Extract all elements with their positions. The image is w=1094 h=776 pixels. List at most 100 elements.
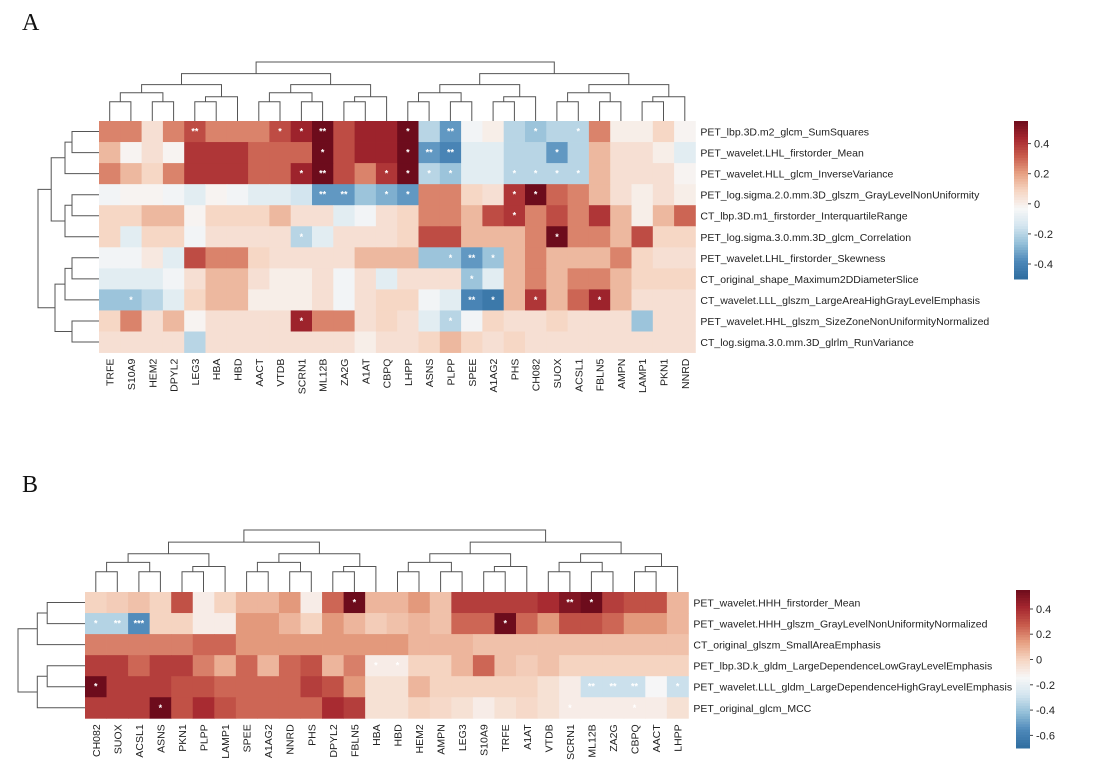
heatmap-cell xyxy=(546,205,568,227)
heatmap-cell xyxy=(418,142,441,164)
heatmap-cell xyxy=(482,184,505,206)
heatmap-cell xyxy=(343,613,366,635)
heatmap-cell xyxy=(300,697,323,719)
heatmap-cell xyxy=(418,184,441,206)
heatmap-cell xyxy=(439,184,462,206)
heatmap-cell xyxy=(525,205,547,227)
colorbar: 0.4 0.2 0 -0.2 -0.4 -0.6 xyxy=(1016,590,1055,749)
heatmap-cell xyxy=(184,331,206,353)
heatmap-cell xyxy=(343,592,366,614)
heatmap-cell xyxy=(674,331,696,353)
heatmap-cell xyxy=(439,163,462,185)
column-label: LEG3 xyxy=(457,724,469,751)
significance-mark: * xyxy=(129,295,133,305)
heatmap-cell xyxy=(386,655,409,677)
heatmap-cell xyxy=(461,205,483,227)
significance-mark: *** xyxy=(134,619,145,629)
heatmap-cell xyxy=(141,310,164,332)
heatmap-cell xyxy=(397,247,419,269)
heatmap-cell xyxy=(418,247,441,269)
heatmap-cell xyxy=(652,289,675,311)
heatmap-cell xyxy=(120,247,142,269)
heatmap-cell xyxy=(631,247,654,269)
heatmap-cell xyxy=(128,655,151,677)
heatmap-cell xyxy=(546,226,568,248)
heatmap-cell xyxy=(106,655,129,677)
row-label: PET_lbp.3D.k_gldm_LargeDependenceLowGray… xyxy=(693,661,992,673)
column-label: S10A9 xyxy=(479,724,491,756)
heatmap-cell xyxy=(278,676,301,698)
heatmap-cell xyxy=(269,163,292,185)
heatmap-cell xyxy=(312,205,334,227)
heatmap-cell xyxy=(375,184,398,206)
heatmap-cell xyxy=(365,613,388,635)
column-label: HEM2 xyxy=(414,724,426,753)
heatmap-cell xyxy=(674,226,696,248)
heatmap-cell xyxy=(106,592,129,614)
heatmap-cell xyxy=(482,268,505,290)
heatmap-cell xyxy=(610,331,632,353)
heatmap-cell xyxy=(278,655,301,677)
heatmap-cell xyxy=(214,676,237,698)
column-label: S10A9 xyxy=(126,358,138,390)
heatmap-cell xyxy=(312,331,334,353)
heatmap-cell xyxy=(375,163,398,185)
heatmap-cell xyxy=(623,676,646,698)
heatmap-cell xyxy=(674,247,696,269)
heatmap-cell xyxy=(461,142,483,164)
heatmap-cell xyxy=(610,226,632,248)
heatmap-cell xyxy=(588,121,611,143)
heatmap-cell xyxy=(602,697,625,719)
heatmap-cell xyxy=(322,592,344,614)
heatmap-cell xyxy=(567,331,590,353)
column-label: AACT xyxy=(254,358,266,387)
heatmap-cell xyxy=(269,121,292,143)
heatmap-cell xyxy=(184,289,206,311)
significance-mark: * xyxy=(406,169,410,179)
heatmap-cell xyxy=(537,634,560,656)
heatmap-cell xyxy=(184,247,206,269)
heatmap-cell xyxy=(162,226,185,248)
heatmap-cell xyxy=(602,655,625,677)
heatmap-cell xyxy=(312,310,334,332)
column-label: ASNS xyxy=(155,724,167,753)
significance-mark: ** xyxy=(468,295,476,305)
heatmap-cell xyxy=(278,697,301,719)
panel-letter-a: A xyxy=(22,10,40,36)
heatmap-cell xyxy=(354,247,377,269)
heatmap-cell xyxy=(354,205,377,227)
heatmap-cell xyxy=(171,592,194,614)
heatmap-cell xyxy=(397,163,419,185)
heatmap-cell xyxy=(171,655,194,677)
heatmap-cell xyxy=(397,205,419,227)
heatmap-cell xyxy=(300,592,323,614)
heatmap-cell xyxy=(494,592,517,614)
heatmap-cell xyxy=(429,676,452,698)
heatmap-cell xyxy=(343,676,366,698)
heatmap-cell xyxy=(472,655,495,677)
significance-mark: ** xyxy=(588,682,596,692)
column-label: ZA2G xyxy=(339,359,351,386)
heatmap-cell xyxy=(290,163,313,185)
heatmap-cell xyxy=(397,331,419,353)
heatmap-cell xyxy=(525,331,547,353)
heatmap-cell xyxy=(85,592,107,614)
heatmap-cell xyxy=(375,289,398,311)
heatmap-cell xyxy=(333,205,355,227)
heatmap-cell xyxy=(546,268,568,290)
heatmap-cell xyxy=(418,205,441,227)
heatmap-cell xyxy=(439,289,462,311)
heatmap-cell xyxy=(652,310,675,332)
heatmap-cell xyxy=(141,247,164,269)
heatmap-cell xyxy=(162,121,185,143)
heatmap-cell xyxy=(248,331,270,353)
heatmap-cell xyxy=(354,163,377,185)
significance-mark: * xyxy=(555,232,559,242)
heatmap-cell xyxy=(666,655,689,677)
heatmap-cell xyxy=(652,268,675,290)
heatmap-cell xyxy=(525,268,547,290)
heatmap-cell xyxy=(645,592,668,614)
heatmap-cell xyxy=(666,697,689,719)
heatmap-cell xyxy=(226,310,249,332)
heatmap-cell xyxy=(192,697,215,719)
